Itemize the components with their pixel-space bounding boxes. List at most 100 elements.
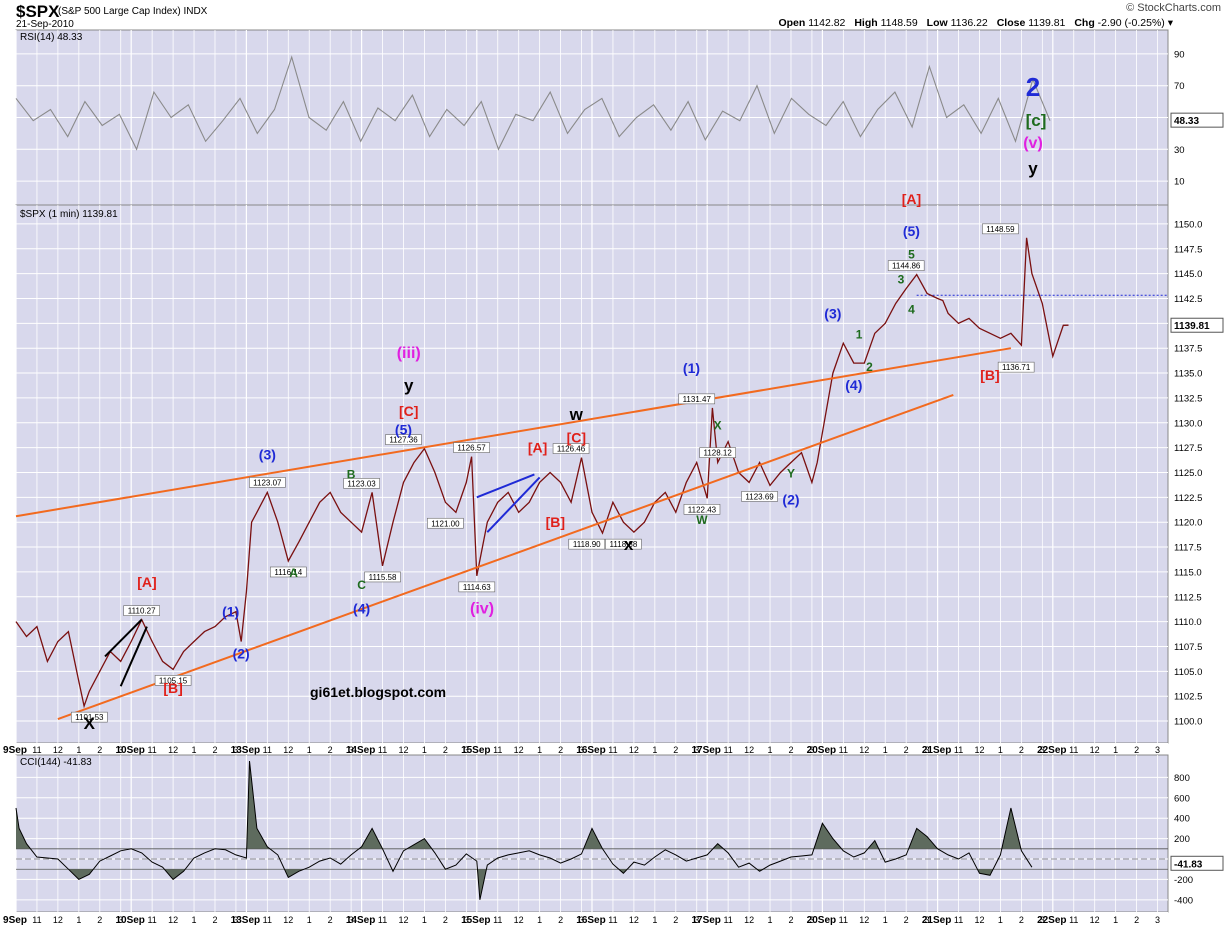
price-tick-label: 1130.0 [1174,418,1202,429]
x-axis-label: 12 [744,745,754,755]
x-axis-label: 11 [147,745,156,755]
x-axis-label: 2 [673,745,678,755]
price-callout: 1118.88 [610,540,638,549]
x-axis-label-bottom: 1 [1113,915,1118,925]
wave-label: [B] [163,680,182,696]
cci-tick-label: -200 [1174,875,1193,886]
x-axis-strip [0,743,1168,755]
x-axis-label-bottom: 12 [629,915,639,925]
x-axis-label-bottom: 12 [53,915,63,925]
price-tick-label: 1107.5 [1174,642,1202,653]
price-callout: 1148.59 [986,225,1015,234]
high-value: 1148.59 [880,17,918,29]
x-axis-label-bottom: 16Sep [576,915,605,926]
x-axis-label-bottom: 1 [768,915,773,925]
x-axis-label: 12 [398,745,408,755]
price-callout-box [568,538,606,550]
x-axis-label: 11 [378,745,387,755]
x-axis-label-bottom: 12 [398,915,408,925]
price-tick-label: 1132.5 [1174,393,1202,404]
wave-label: 3 [898,273,905,287]
price-callout: 1101.53 [75,713,104,722]
price-callout-box [683,504,721,515]
x-axis-label: 21Sep [922,745,951,756]
x-axis-label-bottom: 11 [32,915,41,925]
price-callout-box [343,478,380,489]
x-axis-label: 3 [1155,745,1160,755]
wave-label: A [289,566,298,580]
x-axis-label: 12 [283,745,293,755]
high-label: High [854,17,878,29]
x-axis-label-bottom: 1 [998,915,1003,925]
x-axis-label-bottom: 2 [788,915,793,925]
price-legend: $SPX (1 min) 1139.81 [20,209,118,220]
price-callout-box [552,443,590,454]
x-axis-label: 3 [1040,745,1045,755]
x-axis-label: 20Sep [807,745,836,756]
x-axis-label: 3 [925,745,930,755]
x-axis-label-bottom: 3 [118,915,123,925]
cci-line [15,760,1033,900]
wave-label: B [347,467,356,481]
trendline-5 [486,476,541,533]
x-axis-label-bottom: 1 [422,915,427,925]
cci-current-value: -41.83 [1174,859,1203,870]
price-callout: 1115.58 [369,573,397,582]
price-tick-label: 1135.0 [1174,369,1202,380]
x-axis-label-bottom: 10Sep [115,915,144,926]
x-axis-label-bottom: 2 [904,915,909,925]
x-axis-label: 1 [652,745,657,755]
x-axis-label-bottom: 1 [537,915,542,925]
x-axis-label-bottom: 13Sep [231,915,260,926]
cci-tick-label: 600 [1174,793,1190,804]
wave-label: (3) [824,305,841,321]
symbol-description: (S&P 500 Large Cap Index) INDX [58,6,207,17]
x-axis-label: 3 [233,745,238,755]
x-axis-label: 2 [328,745,333,755]
price-callout: 1123.69 [745,492,774,501]
wave-label: (2) [782,491,799,507]
wave-label: (5) [903,223,920,239]
low-value: 1136.22 [950,17,988,29]
dropdown-arrow-icon[interactable]: ▾ [1167,17,1173,29]
trendline-4 [476,473,535,499]
cci-tick-label: 400 [1174,814,1190,825]
price-current-value-box [1170,317,1224,333]
price-callout-box [453,442,490,453]
wave-label: Y [787,466,795,480]
price-callout: 1128.12 [704,449,733,458]
x-axis-label-bottom: 2 [443,915,448,925]
x-axis-label-bottom: 1 [192,915,197,925]
price-tick-label: 1112.5 [1174,592,1202,603]
rsi-current-value-box [1170,112,1224,128]
wave-label: (1) [683,360,700,376]
price-callout: 1126.57 [457,444,486,453]
price-callout-box [269,566,307,578]
x-axis-label-bottom: 12 [168,915,178,925]
close-label: Close [996,17,1026,29]
x-axis-label: 2 [1019,745,1024,755]
x-axis-label: 11 [493,745,502,755]
x-axis-label: 11 [32,745,41,755]
x-axis-label-bottom: 3 [233,915,238,925]
price-tick-label: 1122.5 [1174,493,1202,504]
x-axis-label: 2 [212,745,217,755]
cci-tick-label: 200 [1174,834,1190,845]
wave-label: (iii) [397,345,421,362]
x-axis-label-bottom: 15Sep [461,915,490,926]
rsi-wave-c: [c] [1026,111,1047,130]
wave-label: x [624,535,634,554]
wave-label: (iv) [470,601,494,618]
price-callout: 1123.03 [347,479,376,488]
cci-current-value-box [1170,855,1224,871]
x-axis-label-bottom: 2 [1134,915,1139,925]
x-axis-label: 15Sep [461,745,490,756]
wave-label: [B] [546,514,565,530]
x-axis-label: 3 [118,745,123,755]
wave-label: (4) [353,601,370,617]
x-axis-label: 11 [839,745,848,755]
price-tick-label: 1120.0 [1174,518,1202,529]
price-tick-label: 1127.5 [1174,443,1202,454]
x-axis-label-bottom: 11 [723,915,732,925]
price-callout: 1136.71 [1002,363,1031,372]
